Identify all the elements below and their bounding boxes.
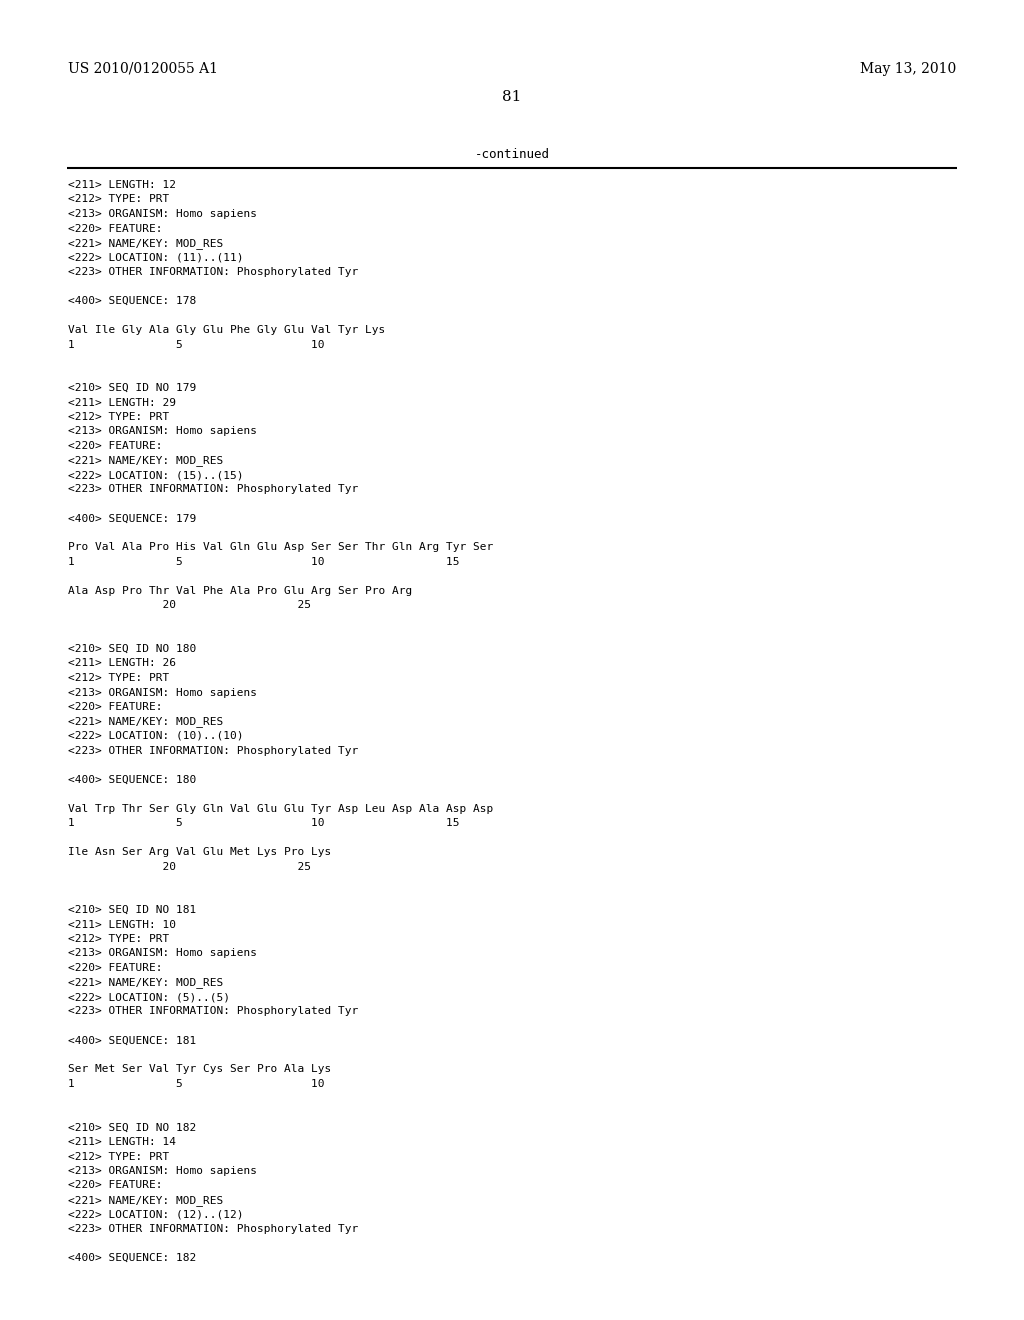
- Text: <223> OTHER INFORMATION: Phosphorylated Tyr: <223> OTHER INFORMATION: Phosphorylated …: [68, 267, 358, 277]
- Text: <400> SEQUENCE: 181: <400> SEQUENCE: 181: [68, 1035, 197, 1045]
- Text: <400> SEQUENCE: 178: <400> SEQUENCE: 178: [68, 296, 197, 306]
- Text: <222> LOCATION: (10)..(10): <222> LOCATION: (10)..(10): [68, 731, 244, 741]
- Text: <211> LENGTH: 12: <211> LENGTH: 12: [68, 180, 176, 190]
- Text: <220> FEATURE:: <220> FEATURE:: [68, 702, 163, 711]
- Text: <211> LENGTH: 14: <211> LENGTH: 14: [68, 1137, 176, 1147]
- Text: Pro Val Ala Pro His Val Gln Glu Asp Ser Ser Thr Gln Arg Tyr Ser: Pro Val Ala Pro His Val Gln Glu Asp Ser …: [68, 543, 494, 553]
- Text: <223> OTHER INFORMATION: Phosphorylated Tyr: <223> OTHER INFORMATION: Phosphorylated …: [68, 484, 358, 495]
- Text: Ser Met Ser Val Tyr Cys Ser Pro Ala Lys: Ser Met Ser Val Tyr Cys Ser Pro Ala Lys: [68, 1064, 331, 1074]
- Text: 20                  25: 20 25: [68, 862, 311, 871]
- Text: <400> SEQUENCE: 182: <400> SEQUENCE: 182: [68, 1253, 197, 1263]
- Text: <212> TYPE: PRT: <212> TYPE: PRT: [68, 935, 169, 944]
- Text: <213> ORGANISM: Homo sapiens: <213> ORGANISM: Homo sapiens: [68, 688, 257, 697]
- Text: <222> LOCATION: (11)..(11): <222> LOCATION: (11)..(11): [68, 252, 244, 263]
- Text: Ile Asn Ser Arg Val Glu Met Lys Pro Lys: Ile Asn Ser Arg Val Glu Met Lys Pro Lys: [68, 847, 331, 857]
- Text: <213> ORGANISM: Homo sapiens: <213> ORGANISM: Homo sapiens: [68, 949, 257, 958]
- Text: Val Ile Gly Ala Gly Glu Phe Gly Glu Val Tyr Lys: Val Ile Gly Ala Gly Glu Phe Gly Glu Val …: [68, 325, 385, 335]
- Text: <221> NAME/KEY: MOD_RES: <221> NAME/KEY: MOD_RES: [68, 238, 223, 249]
- Text: 1               5                   10                  15: 1 5 10 15: [68, 557, 460, 568]
- Text: <211> LENGTH: 26: <211> LENGTH: 26: [68, 659, 176, 668]
- Text: <210> SEQ ID NO 182: <210> SEQ ID NO 182: [68, 1122, 197, 1133]
- Text: <221> NAME/KEY: MOD_RES: <221> NAME/KEY: MOD_RES: [68, 978, 223, 989]
- Text: <221> NAME/KEY: MOD_RES: <221> NAME/KEY: MOD_RES: [68, 1195, 223, 1206]
- Text: 1               5                   10: 1 5 10: [68, 1078, 325, 1089]
- Text: US 2010/0120055 A1: US 2010/0120055 A1: [68, 62, 218, 77]
- Text: <400> SEQUENCE: 179: <400> SEQUENCE: 179: [68, 513, 197, 524]
- Text: <221> NAME/KEY: MOD_RES: <221> NAME/KEY: MOD_RES: [68, 455, 223, 466]
- Text: <220> FEATURE:: <220> FEATURE:: [68, 223, 163, 234]
- Text: <213> ORGANISM: Homo sapiens: <213> ORGANISM: Homo sapiens: [68, 1166, 257, 1176]
- Text: <210> SEQ ID NO 180: <210> SEQ ID NO 180: [68, 644, 197, 653]
- Text: <222> LOCATION: (12)..(12): <222> LOCATION: (12)..(12): [68, 1209, 244, 1220]
- Text: <223> OTHER INFORMATION: Phosphorylated Tyr: <223> OTHER INFORMATION: Phosphorylated …: [68, 1006, 358, 1016]
- Text: 1               5                   10: 1 5 10: [68, 339, 325, 350]
- Text: -continued: -continued: [474, 148, 550, 161]
- Text: <211> LENGTH: 29: <211> LENGTH: 29: [68, 397, 176, 408]
- Text: <212> TYPE: PRT: <212> TYPE: PRT: [68, 1151, 169, 1162]
- Text: <220> FEATURE:: <220> FEATURE:: [68, 964, 163, 973]
- Text: <222> LOCATION: (5)..(5): <222> LOCATION: (5)..(5): [68, 993, 230, 1002]
- Text: <213> ORGANISM: Homo sapiens: <213> ORGANISM: Homo sapiens: [68, 426, 257, 437]
- Text: <211> LENGTH: 10: <211> LENGTH: 10: [68, 920, 176, 929]
- Text: 1               5                   10                  15: 1 5 10 15: [68, 818, 460, 828]
- Text: <220> FEATURE:: <220> FEATURE:: [68, 1180, 163, 1191]
- Text: <213> ORGANISM: Homo sapiens: <213> ORGANISM: Homo sapiens: [68, 209, 257, 219]
- Text: <212> TYPE: PRT: <212> TYPE: PRT: [68, 673, 169, 682]
- Text: <221> NAME/KEY: MOD_RES: <221> NAME/KEY: MOD_RES: [68, 717, 223, 727]
- Text: <212> TYPE: PRT: <212> TYPE: PRT: [68, 194, 169, 205]
- Text: May 13, 2010: May 13, 2010: [860, 62, 956, 77]
- Text: <220> FEATURE:: <220> FEATURE:: [68, 441, 163, 451]
- Text: <222> LOCATION: (15)..(15): <222> LOCATION: (15)..(15): [68, 470, 244, 480]
- Text: Ala Asp Pro Thr Val Phe Ala Pro Glu Arg Ser Pro Arg: Ala Asp Pro Thr Val Phe Ala Pro Glu Arg …: [68, 586, 413, 597]
- Text: Val Trp Thr Ser Gly Gln Val Glu Glu Tyr Asp Leu Asp Ala Asp Asp: Val Trp Thr Ser Gly Gln Val Glu Glu Tyr …: [68, 804, 494, 813]
- Text: <210> SEQ ID NO 179: <210> SEQ ID NO 179: [68, 383, 197, 393]
- Text: 20                  25: 20 25: [68, 601, 311, 610]
- Text: <223> OTHER INFORMATION: Phosphorylated Tyr: <223> OTHER INFORMATION: Phosphorylated …: [68, 746, 358, 755]
- Text: <210> SEQ ID NO 181: <210> SEQ ID NO 181: [68, 906, 197, 915]
- Text: <223> OTHER INFORMATION: Phosphorylated Tyr: <223> OTHER INFORMATION: Phosphorylated …: [68, 1224, 358, 1234]
- Text: <400> SEQUENCE: 180: <400> SEQUENCE: 180: [68, 775, 197, 784]
- Text: 81: 81: [503, 90, 521, 104]
- Text: <212> TYPE: PRT: <212> TYPE: PRT: [68, 412, 169, 422]
